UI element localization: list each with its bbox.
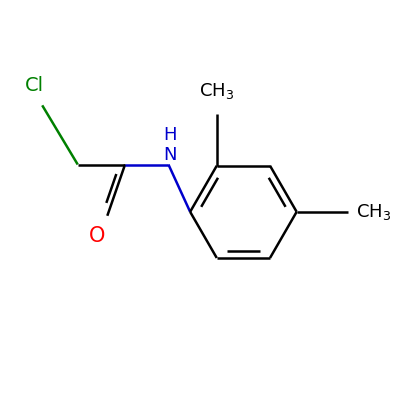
Text: CH$_3$: CH$_3$ <box>199 81 234 101</box>
Text: O: O <box>89 226 106 246</box>
Text: Cl: Cl <box>25 76 44 95</box>
Text: CH$_3$: CH$_3$ <box>356 202 391 222</box>
Text: N: N <box>164 146 177 164</box>
Text: H: H <box>164 126 177 144</box>
